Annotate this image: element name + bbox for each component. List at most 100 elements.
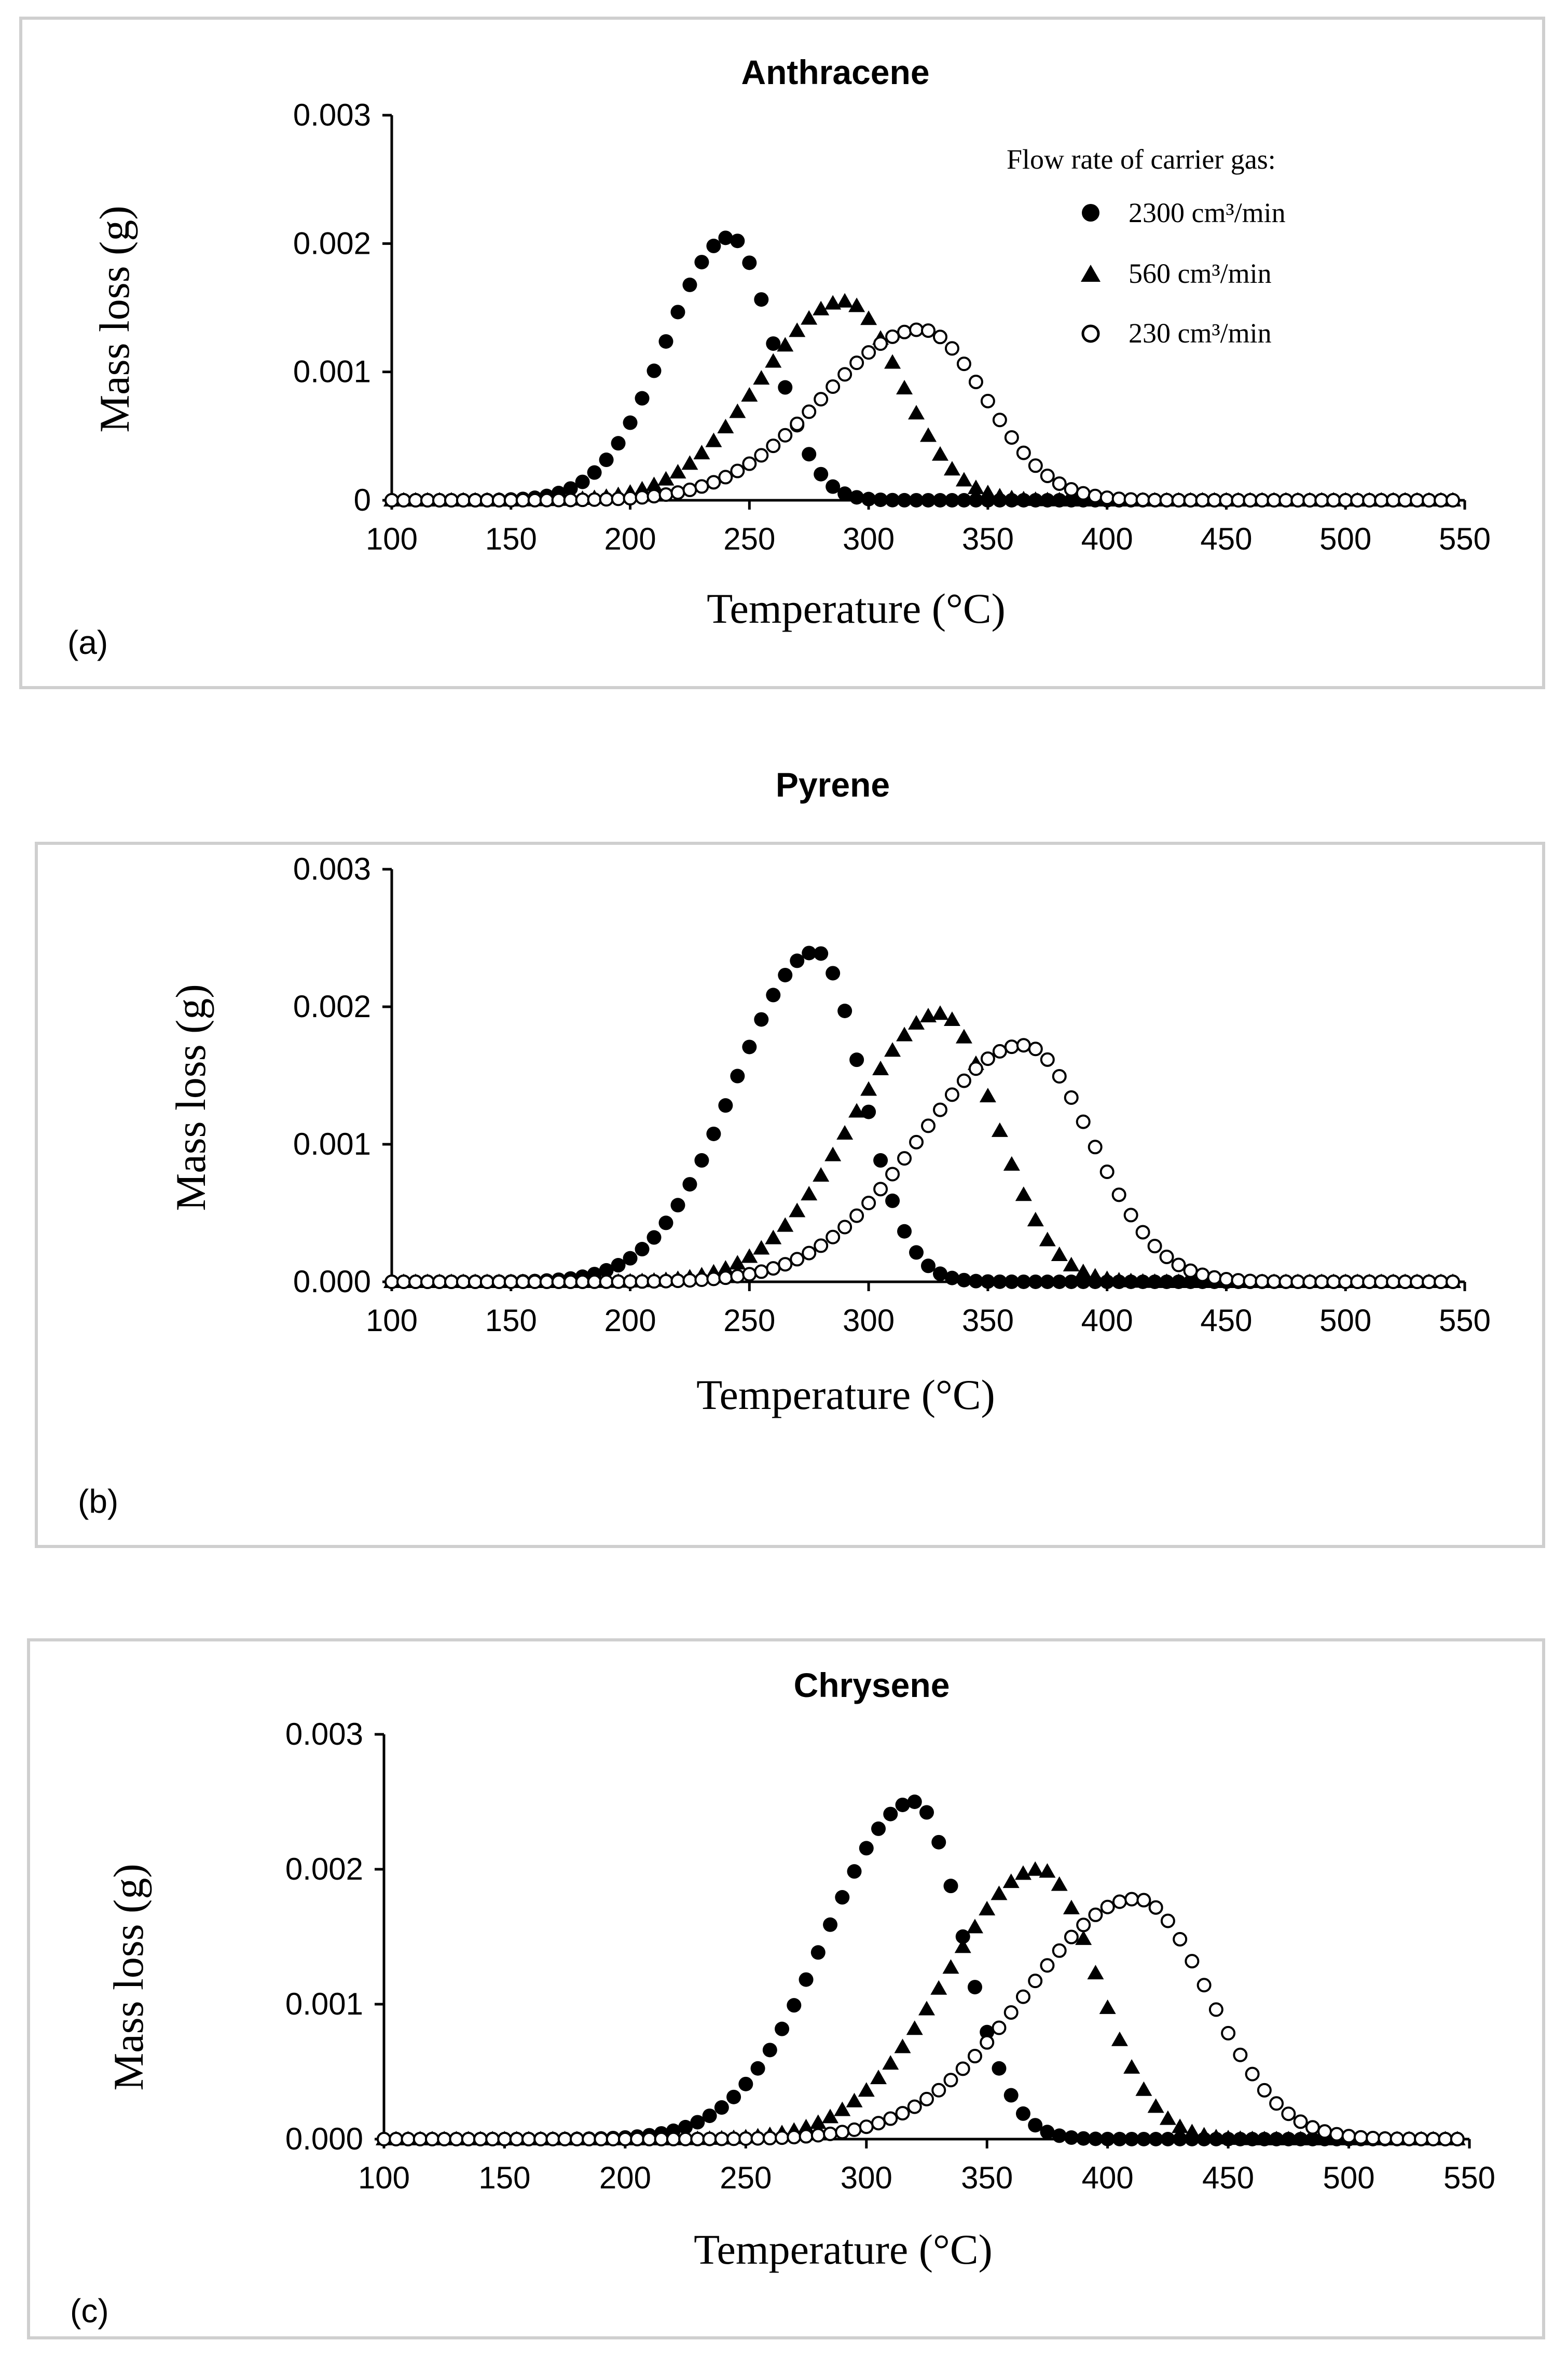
data-point <box>718 1270 733 1285</box>
data-point <box>527 1274 542 1289</box>
data-point <box>647 1230 662 1245</box>
data-point <box>396 492 411 508</box>
data-point <box>849 490 864 505</box>
data-point <box>742 1039 757 1055</box>
data-point <box>1076 2131 1091 2146</box>
data-point <box>617 2131 632 2146</box>
data-point <box>606 2131 621 2146</box>
data-point <box>895 1797 910 1812</box>
data-point <box>1016 445 1031 460</box>
data-point <box>575 492 590 508</box>
data-point <box>766 336 781 351</box>
data-point <box>897 492 912 508</box>
data-point <box>738 2131 753 2146</box>
data-point <box>1123 2059 1140 2074</box>
data-point <box>882 2055 899 2070</box>
data-point <box>753 370 770 385</box>
x-tick-label: 450 <box>1200 1303 1252 1338</box>
data-point <box>992 1044 1007 1059</box>
x-tick-label: 200 <box>604 1303 656 1338</box>
data-point <box>515 492 530 508</box>
data-point <box>1171 1257 1186 1272</box>
plot-area: 0 0.001 0.002 0.003 100 150 200 250 300 350 400 450… <box>293 98 1491 556</box>
x-tick-label: 150 <box>478 2160 530 2195</box>
data-point <box>669 463 686 478</box>
data-point <box>858 2082 875 2097</box>
data-point <box>473 2132 488 2146</box>
data-point <box>943 1879 958 1894</box>
data-point <box>611 436 626 451</box>
data-point <box>587 1274 602 1289</box>
data-point <box>896 1026 913 1042</box>
data-point <box>1076 1918 1091 1933</box>
data-point <box>509 2132 524 2146</box>
data-point <box>1016 1038 1031 1053</box>
data-point <box>1124 2131 1139 2146</box>
data-point <box>968 1274 983 1289</box>
data-point <box>1401 2131 1416 2146</box>
data-point <box>575 1274 590 1289</box>
data-point <box>1052 2128 1067 2143</box>
data-point <box>599 453 614 468</box>
data-point <box>1434 1275 1449 1289</box>
data-point <box>1446 1275 1461 1289</box>
x-tick-label: 150 <box>485 522 537 556</box>
data-point <box>1410 1275 1425 1289</box>
data-point <box>1027 491 1044 506</box>
x-tick-label: 150 <box>485 1303 537 1338</box>
data-point <box>787 1998 802 2013</box>
data-point <box>503 1274 518 1289</box>
data-point <box>1147 2098 1164 2113</box>
data-point <box>730 463 745 478</box>
data-point <box>1028 1974 1043 1989</box>
data-point <box>837 486 852 501</box>
y-tick-label: 0.000 <box>293 1264 371 1299</box>
data-point <box>658 334 673 349</box>
data-point <box>835 2125 850 2140</box>
data-point <box>897 1224 912 1239</box>
data-point <box>384 492 399 508</box>
legend: Flow rate of carrier gas: 2300 cm³/min 5… <box>1007 144 1286 349</box>
data-point <box>1362 1274 1377 1289</box>
data-point <box>1147 1239 1162 1254</box>
data-point <box>1064 1090 1079 1105</box>
data-point <box>729 403 746 418</box>
data-point <box>412 2132 428 2146</box>
y-tick-label: 0.002 <box>293 226 371 261</box>
data-point <box>693 445 710 460</box>
data-point <box>991 1885 1008 1900</box>
data-point <box>389 2132 404 2146</box>
data-point <box>718 1098 733 1113</box>
data-point <box>1004 1039 1019 1055</box>
data-point <box>836 1125 854 1140</box>
data-point <box>1063 491 1080 506</box>
data-point <box>1338 493 1353 508</box>
data-point <box>557 2131 572 2146</box>
data-point <box>726 2131 741 2146</box>
data-point <box>1305 2120 1320 2135</box>
data-point <box>461 2132 476 2146</box>
data-point <box>1123 1208 1138 1223</box>
data-point <box>1075 1930 1092 1945</box>
y-tick-label: 0 <box>354 483 371 517</box>
data-point <box>790 953 805 968</box>
x-tick-label: 250 <box>723 1303 775 1338</box>
data-point <box>1052 1943 1067 1958</box>
data-point <box>467 492 483 508</box>
data-point <box>955 1929 970 1944</box>
data-point <box>834 2101 851 2116</box>
data-point <box>437 2132 452 2146</box>
data-point <box>1158 1273 1175 1288</box>
data-point <box>979 1088 996 1103</box>
data-point <box>907 1795 922 1809</box>
data-point <box>690 2115 705 2130</box>
data-point <box>432 492 447 508</box>
data-point <box>545 2131 560 2146</box>
data-point <box>533 2131 548 2146</box>
data-point <box>730 1269 745 1284</box>
data-point <box>930 1980 947 1995</box>
data-point <box>919 2091 934 2106</box>
data-point <box>1183 492 1198 508</box>
data-point <box>790 416 805 431</box>
x-axis-title: Temperature (°C) <box>707 585 1006 632</box>
